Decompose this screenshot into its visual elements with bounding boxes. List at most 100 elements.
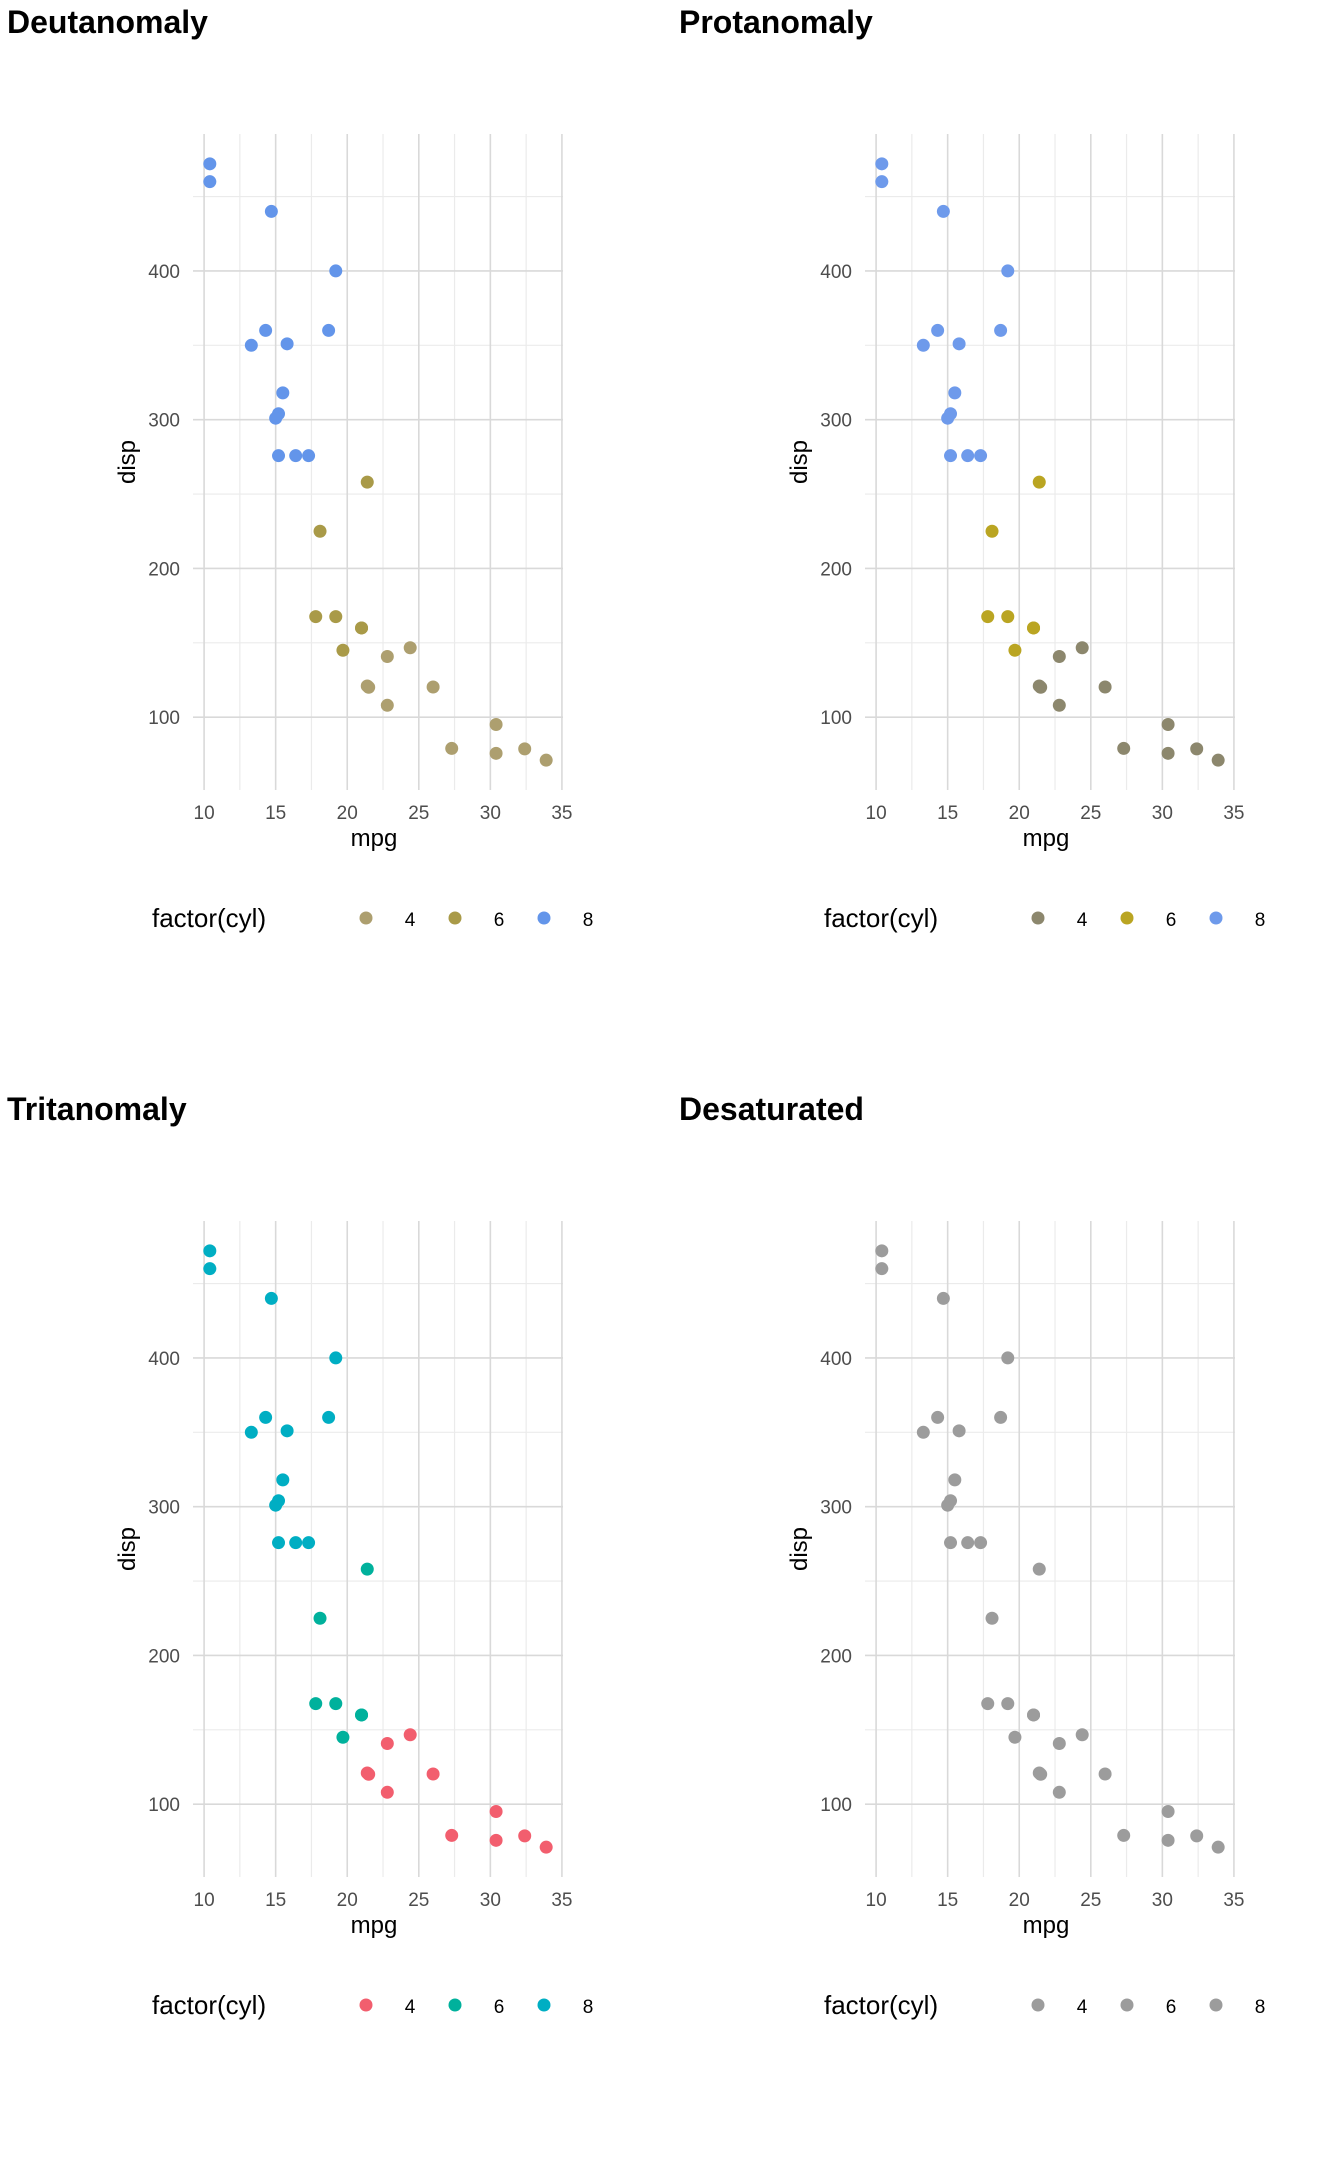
data-point (1027, 1708, 1041, 1722)
legend-item: 4 (359, 910, 416, 931)
legend-title: factor(cyl) (824, 1990, 938, 2020)
legend-item: 6 (448, 1997, 504, 2018)
data-point (272, 1536, 286, 1550)
major-gridlines (193, 134, 563, 790)
data-point (1117, 1828, 1131, 1842)
data-point (1161, 1833, 1175, 1847)
data-point (1117, 741, 1131, 755)
x-tick-label: 25 (408, 803, 429, 824)
x-tick-label: 35 (1223, 1890, 1244, 1911)
legend: factor(cyl) 4 6 8 (824, 903, 1265, 933)
minor-gridlines (193, 1221, 563, 1877)
data-point (1001, 610, 1015, 624)
chart-panel: Protanomaly 10 15 20 25 30 35 100 200 300 400 mpg di… (672, 0, 1344, 1087)
data-point (1211, 753, 1225, 767)
data-point (280, 1424, 294, 1438)
y-tick-label: 100 (820, 1795, 852, 1816)
data-point (994, 1410, 1008, 1424)
data-point (1001, 1697, 1015, 1711)
data-point (259, 323, 273, 337)
data-point (489, 746, 503, 760)
legend-key (1120, 1998, 1134, 2012)
data-point (264, 1291, 278, 1305)
data-points (203, 1244, 553, 1854)
x-tick-label: 10 (194, 1890, 215, 1911)
data-point (380, 698, 394, 712)
data-point (1075, 641, 1089, 655)
data-point (489, 1804, 503, 1818)
data-point (1008, 1730, 1022, 1744)
data-point (948, 1473, 962, 1487)
legend-label: 6 (494, 910, 505, 931)
y-axis-title: disp (786, 1527, 813, 1571)
data-point (1032, 1766, 1046, 1780)
legend-label: 4 (405, 1997, 416, 2018)
data-point (948, 386, 962, 400)
data-point (875, 175, 889, 189)
data-point (1032, 1562, 1046, 1576)
legend-label: 6 (1166, 1997, 1177, 2018)
x-tick-label: 15 (265, 1890, 286, 1911)
scatter-plot: 10 15 20 25 30 35 100 200 300 400 mpg disp factor(cy… (786, 1221, 1265, 2020)
legend-item: 4 (1031, 910, 1088, 931)
data-point (309, 1697, 323, 1711)
data-point (952, 337, 966, 351)
legend-key (1209, 911, 1223, 925)
data-point (244, 338, 258, 352)
data-point (313, 1611, 327, 1625)
data-point (329, 1697, 343, 1711)
data-point (974, 449, 988, 463)
x-axis-title: mpg (1023, 825, 1070, 852)
data-point (302, 449, 316, 463)
data-point (276, 386, 290, 400)
data-point (360, 679, 374, 693)
x-tick-label: 30 (1152, 803, 1173, 824)
data-point (936, 204, 950, 218)
y-tick-label: 400 (148, 262, 180, 283)
data-point (539, 753, 553, 767)
data-point (360, 1562, 374, 1576)
data-point (1032, 679, 1046, 693)
x-tick-label: 35 (551, 1890, 572, 1911)
data-point (244, 1425, 258, 1439)
legend-item: 8 (537, 1997, 593, 2018)
legend-item: 8 (537, 910, 593, 931)
chart-title: Desaturated (679, 1091, 864, 1127)
chart-panel: Tritanomaly 10 15 20 25 30 35 100 200 300 400 mpg di… (0, 1087, 672, 2174)
data-point (272, 449, 286, 463)
data-point (329, 264, 343, 278)
chart-panel: Desaturated 10 15 20 25 30 35 100 200 300 400 mpg di… (672, 1087, 1344, 2174)
data-point (1190, 742, 1204, 756)
legend-item: 8 (1209, 910, 1265, 931)
x-tick-label: 15 (937, 803, 958, 824)
data-point (875, 1244, 889, 1258)
data-point (944, 449, 958, 463)
data-point (985, 524, 999, 538)
x-tick-label: 10 (194, 803, 215, 824)
x-tick-label: 20 (1009, 803, 1030, 824)
y-tick-label: 200 (148, 1646, 180, 1667)
y-tick-label: 300 (148, 411, 180, 432)
data-point (355, 621, 369, 635)
legend-key (537, 1998, 551, 2012)
data-point (269, 411, 283, 425)
scatter-plot: 10 15 20 25 30 35 100 200 300 400 mpg disp factor(cy… (786, 134, 1265, 933)
legend-item: 4 (1031, 1997, 1088, 2018)
data-point (1027, 621, 1041, 635)
data-point (203, 1244, 217, 1258)
legend-key (448, 911, 462, 925)
x-axis-title: mpg (351, 825, 398, 852)
data-point (1052, 649, 1066, 663)
data-point (269, 1498, 283, 1512)
legend-item: 8 (1209, 1997, 1265, 2018)
legend-key (1031, 911, 1045, 925)
legend-key (359, 911, 373, 925)
legend-item: 6 (1120, 1997, 1177, 2018)
y-tick-label: 200 (820, 559, 852, 580)
data-point (360, 1766, 374, 1780)
data-point (941, 1498, 955, 1512)
data-point (336, 1730, 350, 1744)
minor-gridlines (193, 134, 563, 790)
data-point (203, 157, 217, 171)
